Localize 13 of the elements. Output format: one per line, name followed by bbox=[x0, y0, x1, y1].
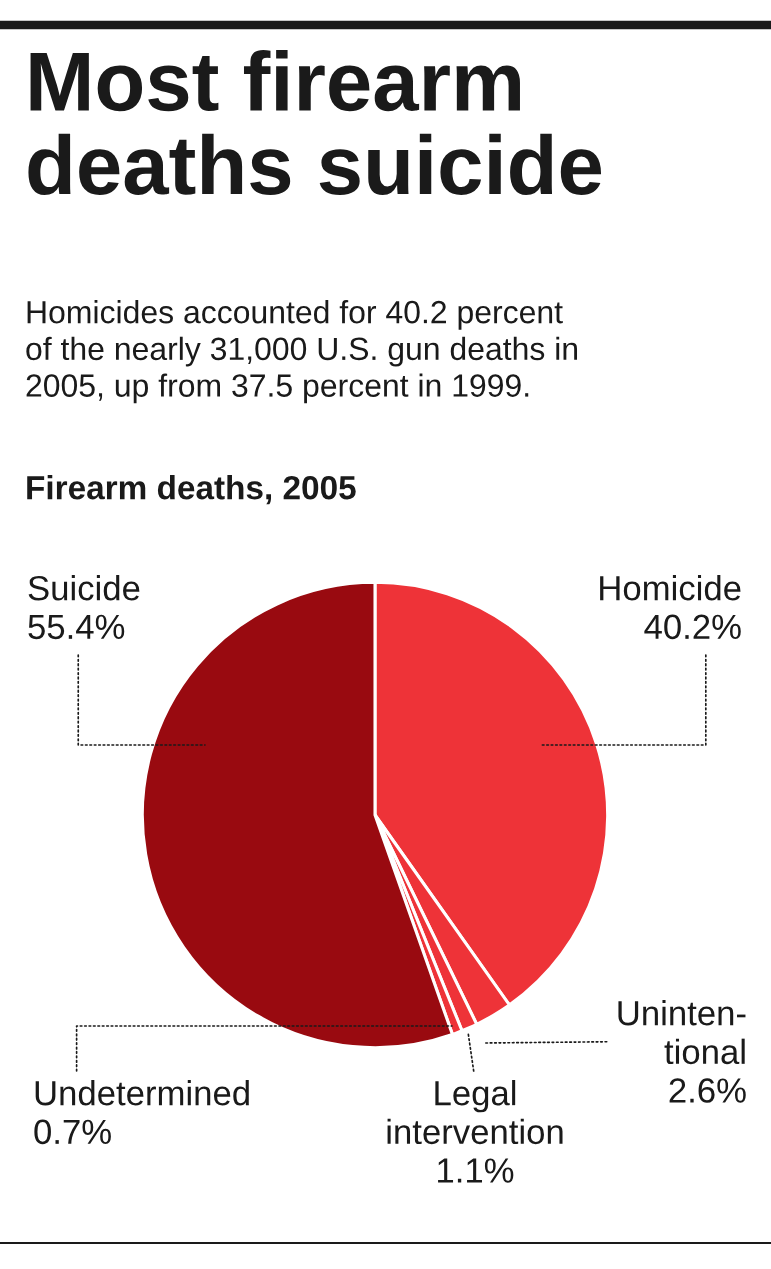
data-label: 40.2% bbox=[644, 614, 741, 640]
text: Firearm deaths, 2005 bbox=[27, 475, 356, 505]
data-label: 0.7% bbox=[34, 1119, 111, 1145]
slice-label: Undetermined bbox=[35, 1080, 249, 1106]
slice-label: Legal intervention bbox=[387, 1080, 563, 1145]
data-label: 2.6% bbox=[669, 1078, 746, 1103]
slice-label: Homicide bbox=[600, 575, 741, 601]
slice-label: Uninten- tional bbox=[618, 1000, 746, 1065]
slice-label: Suicide bbox=[28, 575, 140, 601]
chart-title: Most firearm deaths suicide bbox=[28, 50, 602, 195]
data-label: 1.1% bbox=[438, 1158, 514, 1183]
chart-subtitle: Homicides accounted for 40.2 percent of the nearly 31,000 U.S. gun deaths in 2005, up from 37.5 percent in 1999. bbox=[26, 300, 578, 404]
data-label: 55.4% bbox=[28, 614, 125, 640]
